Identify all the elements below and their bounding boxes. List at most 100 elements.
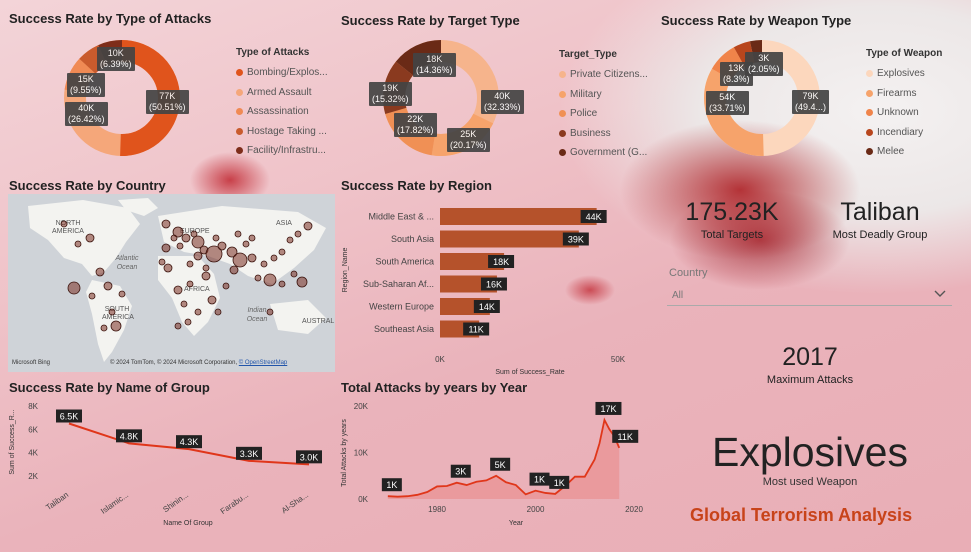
region-value-label: 16K bbox=[486, 280, 502, 290]
group-value-label-bg bbox=[116, 429, 142, 443]
map-bubble bbox=[263, 273, 277, 287]
legend-item[interactable]: Hostage Taking ... bbox=[236, 122, 328, 142]
group-value-label: 4.8K bbox=[120, 431, 139, 441]
map-bubble bbox=[202, 264, 210, 272]
region-value-label: 18K bbox=[493, 257, 509, 267]
region-value-label: 44K bbox=[586, 212, 602, 222]
weapon-label-firearms: 54K (33.71%) bbox=[706, 91, 749, 115]
openstreetmap-link[interactable]: © OpenStreetMap bbox=[238, 360, 288, 366]
group-value-label: 6.5K bbox=[60, 412, 79, 422]
map-bubble bbox=[158, 258, 166, 266]
legend-item[interactable]: Assassination bbox=[236, 102, 328, 122]
map-bubble bbox=[212, 234, 220, 242]
legend-item[interactable]: Bombing/Explos... bbox=[236, 63, 328, 83]
legend-item[interactable]: Melee bbox=[866, 142, 942, 162]
map-bubble bbox=[226, 246, 238, 258]
map-label-asia: ASIA bbox=[276, 220, 292, 227]
legend-item[interactable]: Government (G... bbox=[559, 143, 648, 163]
map-bubble bbox=[85, 233, 95, 243]
legend-item[interactable]: Military bbox=[559, 85, 648, 105]
max-year-label: Maximum Attacks bbox=[766, 374, 854, 386]
years-value-label: 17K bbox=[600, 404, 616, 414]
map-bubble bbox=[234, 230, 242, 238]
world-map-shapes bbox=[28, 198, 326, 362]
target-legend-title: Target_Type bbox=[559, 49, 617, 60]
region-y-axis-label: Region_Name bbox=[342, 248, 349, 293]
years-area-chart[interactable]: 20K 10K 0K 1980 2000 2020 1K 3K 5K 1K 1K 17K 11K Year… bbox=[338, 398, 668, 530]
legend-item[interactable]: Unknown bbox=[866, 103, 942, 123]
map-attribution: © 2024 TomTom, © 2024 Microsoft Corporat… bbox=[110, 360, 287, 366]
legend-item[interactable]: Private Citizens... bbox=[559, 65, 648, 85]
legend-item[interactable]: Firearms bbox=[866, 84, 942, 104]
legend-label: Explosives bbox=[877, 68, 925, 80]
years-y-tick: 10K bbox=[354, 449, 369, 458]
legend-dot bbox=[866, 89, 873, 97]
map-bubble bbox=[242, 240, 250, 248]
weapon-legend-title: Type of Weapon bbox=[866, 48, 943, 59]
map-bubble bbox=[163, 263, 173, 273]
map-label-africa: AFRICA bbox=[184, 286, 210, 293]
map-bubble bbox=[260, 260, 268, 268]
attacks-label-armed: 40K (26.42%) bbox=[65, 102, 108, 126]
attacks-label-hostage: 10K (6.39%) bbox=[97, 47, 135, 71]
years-value-label: 11K bbox=[618, 432, 633, 442]
region-category-label: Western Europe bbox=[369, 302, 434, 312]
country-map[interactable]: NORTH AMERICA EUROPE ASIA Atlantic Ocean… bbox=[8, 194, 335, 372]
legend-item[interactable]: Business bbox=[559, 124, 648, 144]
attacks-chart-title: Success Rate by Type of Attacks bbox=[9, 11, 212, 26]
map-bubble bbox=[191, 235, 205, 249]
map-bubble bbox=[254, 274, 262, 282]
map-bubble bbox=[201, 271, 211, 281]
map-bubble bbox=[207, 295, 217, 305]
map-bubble bbox=[266, 308, 274, 316]
years-x-tick: 2020 bbox=[625, 505, 643, 514]
legend-item[interactable]: Explosives bbox=[866, 64, 942, 84]
target-label-police: 22K (17.82%) bbox=[394, 113, 437, 137]
kpi-deadly-group: Taliban Most Deadly Group bbox=[818, 198, 942, 241]
map-bubble bbox=[294, 230, 302, 238]
legend-dot bbox=[866, 128, 873, 136]
map-bubbles bbox=[60, 219, 313, 332]
years-value-label-bg bbox=[450, 464, 471, 478]
total-targets-label: Total Targets bbox=[700, 229, 764, 241]
legend-dot bbox=[559, 129, 566, 137]
map-bubble bbox=[181, 233, 191, 243]
group-chart-title: Success Rate by Name of Group bbox=[9, 380, 210, 395]
weapon-value: Explosives bbox=[712, 429, 908, 475]
region-x-tick: 50K bbox=[611, 355, 626, 364]
total-targets-value: 175.23K bbox=[685, 198, 779, 226]
map-bubble bbox=[60, 220, 68, 228]
map-bubble bbox=[278, 248, 286, 256]
legend-item[interactable]: Police bbox=[559, 104, 648, 124]
region-x-tick: 0K bbox=[435, 355, 445, 364]
group-y-tick: 6K bbox=[28, 425, 38, 434]
country-filter-label: Country bbox=[669, 267, 708, 279]
target-label-military: 25K (20.17%) bbox=[447, 128, 490, 152]
map-bubble bbox=[248, 234, 256, 242]
region-value-label: 14K bbox=[479, 302, 495, 312]
target-label-government: 18K (14.36%) bbox=[413, 53, 456, 77]
map-bubble bbox=[190, 230, 198, 238]
legend-item[interactable]: Facility/Infrastru... bbox=[236, 141, 328, 161]
map-bubble bbox=[174, 322, 182, 330]
max-year-value: 2017 bbox=[782, 343, 838, 371]
legend-item[interactable]: Armed Assault bbox=[236, 83, 328, 103]
country-filter-dropdown[interactable]: All bbox=[667, 285, 952, 306]
map-bubble bbox=[161, 243, 171, 253]
legend-dot bbox=[866, 148, 873, 156]
map-bubble bbox=[205, 245, 223, 263]
years-value-label-bg bbox=[529, 472, 550, 486]
group-value-label: 3.3K bbox=[240, 449, 259, 459]
map-bubble bbox=[176, 242, 184, 250]
weapon-label-incendiary: 3K (2.05%) bbox=[745, 52, 783, 76]
years-y-tick: 0K bbox=[358, 495, 368, 504]
years-value-label-bg bbox=[549, 475, 570, 489]
group-line-chart[interactable]: 8K 6K 4K 2K 6.5K Taliban 4.8K Islamic... 4.3K Shi… bbox=[4, 398, 339, 530]
years-value-label-bg bbox=[490, 457, 511, 471]
legend-item[interactable]: Incendiary bbox=[866, 123, 942, 143]
legend-label: Bombing/Explos... bbox=[247, 67, 328, 79]
legend-label: Business bbox=[570, 127, 611, 139]
years-y-axis-label: Total Attacks by years bbox=[341, 419, 348, 487]
region-bar-chart[interactable]: Middle East & ... 44K South Asia 39K South A… bbox=[338, 200, 638, 380]
map-label-north-america: NORTH AMERICA bbox=[52, 220, 84, 235]
